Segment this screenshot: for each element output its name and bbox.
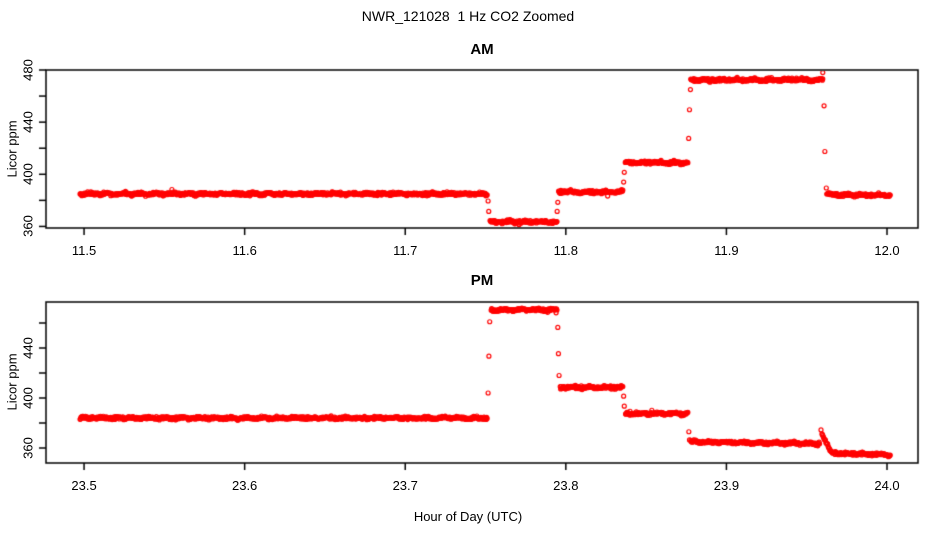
x-tick-label: 23.5 <box>71 478 97 493</box>
x-tick-label: 11.5 <box>71 243 97 258</box>
y-axis-label-pm: Licor ppm <box>4 353 20 411</box>
chart-title: NWR_121028 1 Hz CO2 Zoomed <box>361 8 575 24</box>
x-axis-label: Hour of Day (UTC) <box>413 509 523 524</box>
x-tick-label: 11.8 <box>553 243 578 258</box>
x-tick-label: 23.9 <box>713 478 740 493</box>
panel-title-pm: PM <box>470 272 494 289</box>
y-tick-label: 400 <box>20 163 36 186</box>
y-tick-label: 440 <box>20 111 36 133</box>
y-tick-label: 480 <box>20 59 36 81</box>
x-tick-label: 23.8 <box>553 478 579 493</box>
y-tick-label: 360 <box>20 437 36 459</box>
x-tick-label: 11.9 <box>714 243 739 258</box>
y-tick-label: 440 <box>20 337 36 359</box>
x-tick-label: 12.0 <box>874 243 900 258</box>
y-tick-label: 400 <box>20 387 36 409</box>
panel-title-am: AM <box>470 41 494 58</box>
x-tick-label: 23.7 <box>392 478 418 493</box>
x-tick-label: 24.0 <box>874 478 900 493</box>
y-axis-label-am: Licor ppm <box>4 120 20 178</box>
y-tick-label: 360 <box>20 215 36 238</box>
x-tick-label: 23.6 <box>231 478 258 493</box>
x-tick-label: 11.6 <box>232 243 257 258</box>
x-tick-label: 11.7 <box>393 243 418 258</box>
